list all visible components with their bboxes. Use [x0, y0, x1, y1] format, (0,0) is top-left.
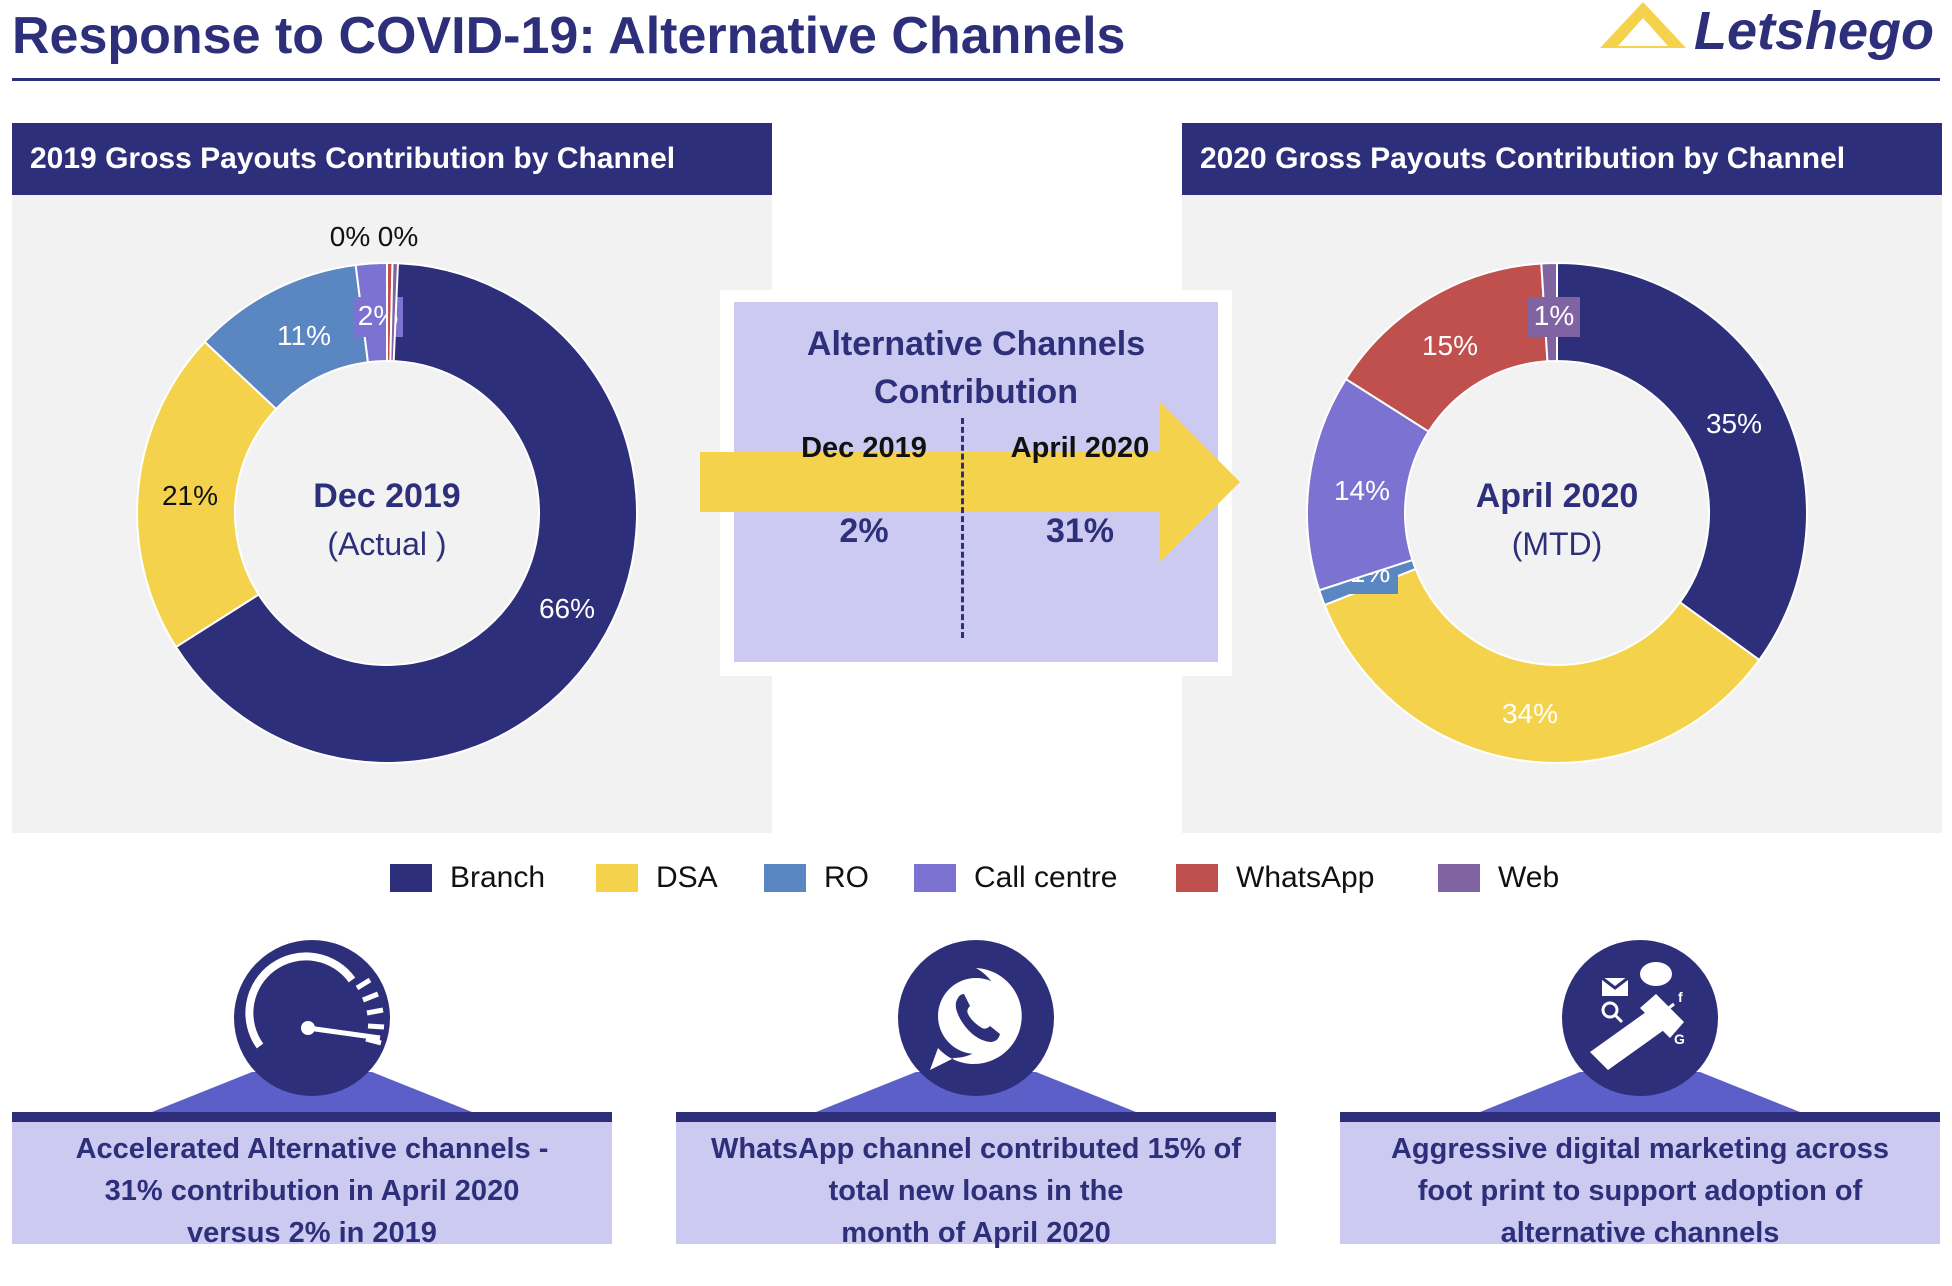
legend-swatch-web — [1438, 864, 1480, 892]
data-label-dsa: 21% — [162, 480, 218, 511]
legend-label-branch: Branch — [450, 861, 546, 894]
alternative-channels-title: Alternative Channels Contribution — [720, 320, 1232, 416]
legend-item-dsa: DSA — [596, 858, 718, 898]
logo-triangle-icon — [1600, 2, 1686, 48]
donut-center-subtitle: (Actual ) — [327, 526, 446, 562]
donut-slice-branch — [174, 261, 638, 764]
alternative-channels-title-line2: Contribution — [874, 373, 1078, 411]
feature-accelerated-channels: Accelerated Alternative channels - 31% c… — [12, 940, 612, 1280]
data-label-branch: 35% — [1706, 408, 1762, 439]
legend-swatch-whatsapp — [1176, 864, 1218, 892]
legend-item-call-centre: Call centre — [914, 858, 1117, 898]
feature-bar-3 — [1340, 1112, 1940, 1122]
feature-text-2: WhatsApp channel contributed 15% of tota… — [676, 1122, 1276, 1249]
col-dec-2019-value: 2% — [839, 512, 889, 550]
svg-text:G: G — [1674, 1031, 1685, 1047]
donut-chart-2020: 35%34%1%14%15%1%April 2020(MTD) — [1306, 261, 1808, 764]
legend-item-web: Web — [1438, 858, 1559, 898]
data-label-call-centre: 14% — [1334, 475, 1390, 506]
chart-panel-2019: 2019 Gross Payouts Contribution by Chann… — [12, 123, 772, 833]
page-title: Response to COVID-19: Alternative Channe… — [12, 7, 1126, 65]
data-label-web: 0% — [378, 221, 418, 252]
feature-text-3: Aggressive digital marketing across foot… — [1340, 1122, 1940, 1249]
legend-swatch-ro — [764, 864, 806, 892]
legend-label-ro: RO — [824, 861, 869, 894]
feature-bar-1 — [12, 1112, 612, 1122]
donut-center-title: Dec 2019 — [313, 477, 460, 515]
alternative-channels-title-line1: Alternative Channels — [806, 325, 1146, 363]
panel-header-2020: 2020 Gross Payouts Contribution by Chann… — [1182, 123, 1942, 195]
feature-digital-marketing: f G Aggressive digital marketing across … — [1340, 940, 1940, 1280]
data-label-branch: 66% — [539, 593, 595, 624]
svg-text:f: f — [1678, 989, 1683, 1005]
feature-text-1: Accelerated Alternative channels - 31% c… — [12, 1122, 612, 1249]
feature-2-line-2: total new loans in the — [828, 1175, 1124, 1207]
data-label-bg-web — [1528, 297, 1580, 337]
legend-label-whatsapp: WhatsApp — [1236, 861, 1375, 894]
logo-text: Letshego — [1694, 1, 1935, 61]
whatsapp-icon — [816, 940, 1136, 1112]
growth-arrow-icon — [700, 402, 1240, 562]
data-label-whatsapp: 15% — [1422, 330, 1478, 361]
feature-3-line-2: foot print to support adoption of — [1417, 1175, 1863, 1207]
feature-1-line-2: 31% contribution in April 2020 — [104, 1175, 520, 1207]
feature-bar-2 — [676, 1112, 1276, 1122]
megaphone-icon: f G — [1480, 940, 1800, 1112]
alternative-channels-box: Alternative Channels Contribution Dec 20… — [700, 290, 1240, 676]
legend-label-web: Web — [1498, 861, 1560, 894]
feature-3-line-1: Aggressive digital marketing across — [1390, 1133, 1890, 1165]
feature-2-line-1: WhatsApp channel contributed 15% of — [710, 1133, 1242, 1165]
donut-slice-web — [389, 262, 400, 363]
feature-2-line-3: month of April 2020 — [841, 1217, 1111, 1249]
donut-slice-dsa — [1323, 567, 1761, 764]
legend-item-branch: Branch — [390, 858, 545, 898]
donut-center-subtitle: (MTD) — [1512, 526, 1603, 562]
letshego-logo: Letshego — [1598, 0, 1948, 66]
legend-item-whatsapp: WhatsApp — [1176, 858, 1374, 898]
data-label-ro: 11% — [277, 320, 331, 351]
chart-legend: Branch DSA RO Call centre WhatsApp Web — [0, 858, 1952, 898]
donut-chart-2019: 66%21%11%2%0% 0%Dec 2019(Actual ) — [136, 221, 638, 764]
data-label-whatsapp: 0% — [330, 221, 370, 252]
donut-slice-dsa — [136, 340, 278, 649]
data-label-web: 1% — [1534, 300, 1574, 331]
donut-slice-branch — [1556, 261, 1808, 662]
feature-1-line-3: versus 2% in 2019 — [187, 1217, 437, 1249]
feature-1-line-1: Accelerated Alternative channels - — [75, 1133, 549, 1165]
column-divider — [961, 418, 964, 638]
feature-whatsapp-channel: WhatsApp channel contributed 15% of tota… — [676, 940, 1276, 1280]
col-dec-2019-label: Dec 2019 — [801, 432, 927, 464]
col-april-2020-label: April 2020 — [1010, 432, 1150, 464]
feature-3-line-3: alternative channels — [1500, 1217, 1780, 1249]
speedometer-icon — [152, 940, 472, 1112]
legend-swatch-call-centre — [914, 864, 956, 892]
donut-center-title: April 2020 — [1476, 477, 1639, 515]
legend-label-call-centre: Call centre — [974, 861, 1118, 894]
data-label-dsa: 34% — [1502, 698, 1558, 729]
col-april-2020-value: 31% — [1045, 512, 1115, 550]
legend-swatch-branch — [390, 864, 432, 892]
legend-label-dsa: DSA — [656, 861, 718, 894]
title-divider — [12, 78, 1940, 81]
panel-header-2019: 2019 Gross Payouts Contribution by Chann… — [12, 123, 772, 195]
legend-item-ro: RO — [764, 858, 869, 898]
chart-panel-2020: 2020 Gross Payouts Contribution by Chann… — [1182, 123, 1942, 833]
legend-swatch-dsa — [596, 864, 638, 892]
